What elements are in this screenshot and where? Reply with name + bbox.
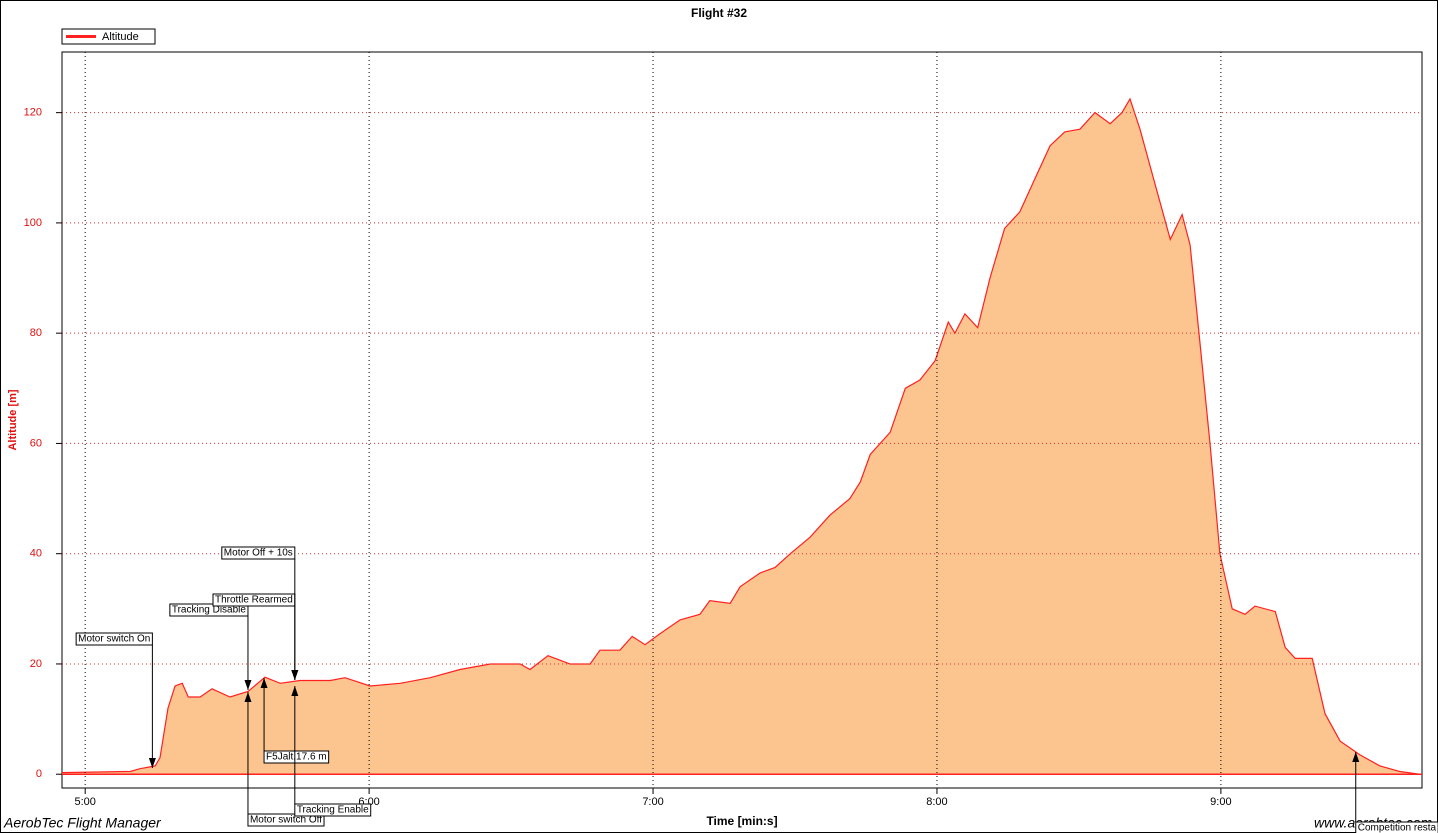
y-tick-label: 80 <box>30 327 42 339</box>
annotation-arrow <box>291 686 299 696</box>
annotation-arrow <box>1352 752 1360 762</box>
x-tick-label: 7:00 <box>642 796 663 808</box>
annotation-box <box>1355 821 1438 833</box>
y-tick-label: 0 <box>36 768 42 780</box>
annotation-box <box>294 803 372 817</box>
annotation-arrow <box>244 692 252 702</box>
legend-box <box>61 28 156 45</box>
x-tick-label: 9:00 <box>1210 796 1231 808</box>
y-axis-label: Altitude [m] <box>7 389 19 450</box>
y-tick-label: 120 <box>24 107 42 119</box>
annotation-arrow <box>260 678 268 688</box>
annotation-label: Motor switch Off <box>250 815 322 826</box>
line <box>61 97 1420 775</box>
annotation-label: F5Jalt.17.6 m <box>266 752 327 763</box>
annotation-label: Tracking Disable <box>172 605 247 616</box>
annotation-box <box>221 546 296 560</box>
annotation-label: Competition resta <box>1358 823 1437 833</box>
annotation-label: Motor switch On <box>78 634 150 645</box>
x-axis-label: Time [min:s] <box>706 814 777 828</box>
area <box>62 98 1420 775</box>
chart-title: Flight #32 <box>691 6 747 20</box>
annotation-arrow <box>291 670 299 680</box>
y-tick-label: 20 <box>30 658 42 670</box>
annotation-label: Tracking Enable <box>297 805 369 816</box>
x-tick-label: 5:00 <box>74 796 95 808</box>
annotation-arrow <box>148 758 156 768</box>
x-tick-label: 8:00 <box>926 796 947 808</box>
annotation-box <box>263 750 330 764</box>
y-tick-label: 60 <box>30 437 42 449</box>
legend-label: Altitude <box>102 31 139 43</box>
footer-left: AerobTec Flight Manager <box>3 815 162 831</box>
y-tick-label: 40 <box>30 548 42 560</box>
y-tick-label: 100 <box>24 217 42 229</box>
annotation-box <box>169 603 249 617</box>
annotation-box <box>247 813 325 827</box>
annotation-box <box>75 632 153 646</box>
annotation-label: Throttle Rearmed <box>215 595 293 606</box>
annotation-label: Motor Off + 10s <box>224 548 293 559</box>
annotation-arrow <box>244 680 252 690</box>
